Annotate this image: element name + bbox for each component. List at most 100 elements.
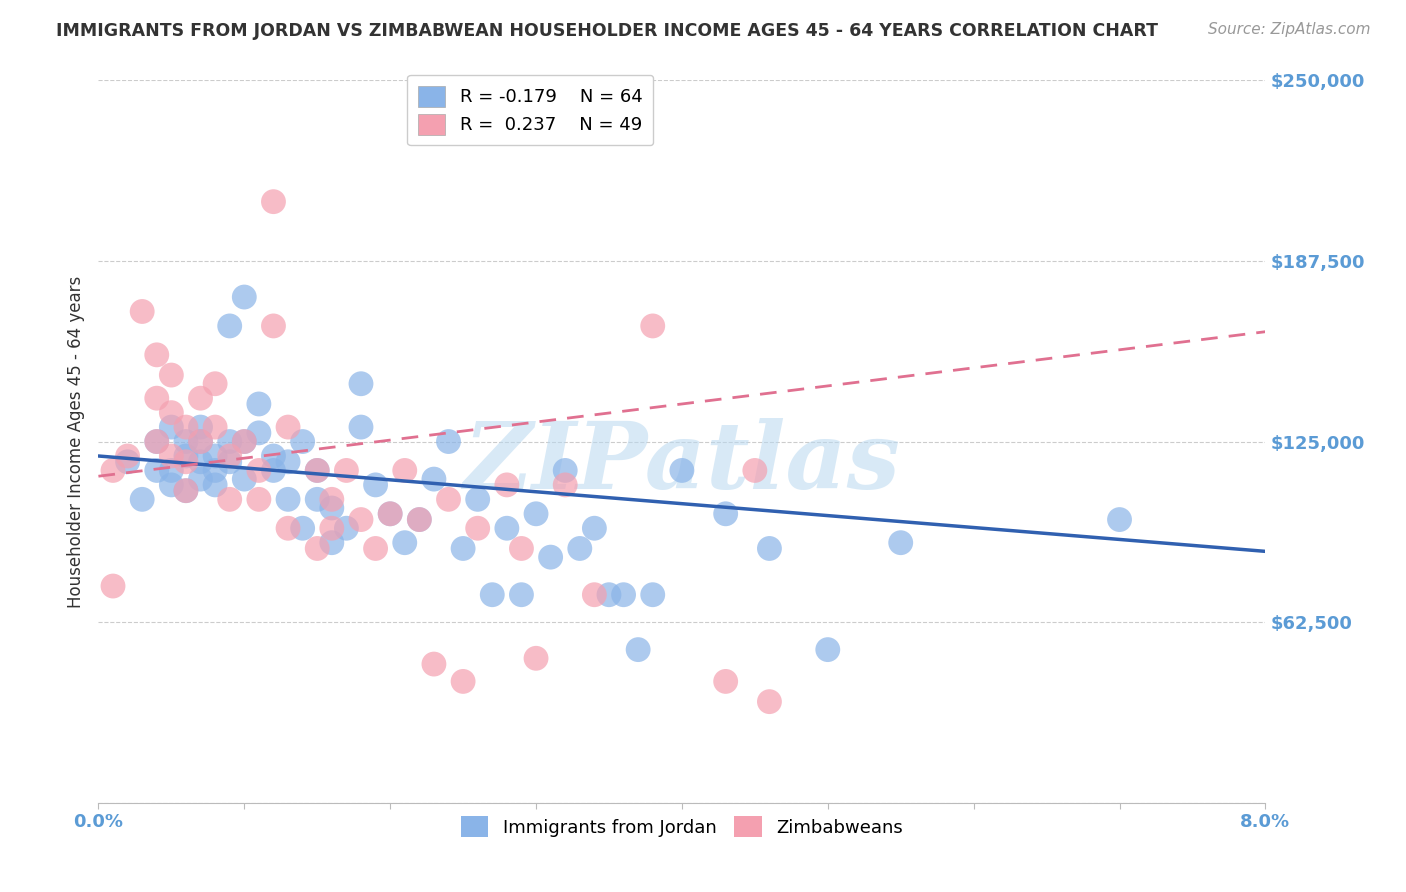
Point: [598, 588, 620, 602]
Point: [321, 492, 343, 507]
Point: [350, 420, 373, 434]
Point: [321, 501, 343, 516]
Point: [307, 492, 329, 507]
Point: [146, 348, 169, 362]
Point: [744, 463, 766, 477]
Point: [671, 463, 693, 477]
Point: [204, 449, 226, 463]
Point: [146, 391, 169, 405]
Point: [583, 521, 606, 535]
Point: [101, 463, 124, 477]
Point: [190, 472, 212, 486]
Point: [627, 642, 650, 657]
Text: IMMIGRANTS FROM JORDAN VS ZIMBABWEAN HOUSEHOLDER INCOME AGES 45 - 64 YEARS CORRE: IMMIGRANTS FROM JORDAN VS ZIMBABWEAN HOU…: [56, 22, 1159, 40]
Point: [277, 521, 299, 535]
Point: [218, 492, 240, 507]
Point: [364, 478, 387, 492]
Point: [481, 588, 503, 602]
Point: [423, 657, 446, 671]
Point: [247, 463, 270, 477]
Point: [117, 449, 139, 463]
Point: [817, 642, 839, 657]
Point: [262, 449, 284, 463]
Point: [641, 318, 664, 333]
Text: ZIPatlas: ZIPatlas: [464, 418, 900, 508]
Point: [233, 434, 256, 449]
Point: [321, 521, 343, 535]
Point: [160, 406, 183, 420]
Text: Source: ZipAtlas.com: Source: ZipAtlas.com: [1208, 22, 1371, 37]
Point: [174, 434, 197, 449]
Point: [204, 478, 226, 492]
Point: [307, 463, 329, 477]
Point: [262, 463, 284, 477]
Point: [146, 434, 169, 449]
Point: [510, 541, 533, 556]
Point: [758, 541, 780, 556]
Point: [247, 492, 270, 507]
Point: [364, 541, 387, 556]
Point: [101, 579, 124, 593]
Point: [467, 521, 489, 535]
Point: [612, 588, 634, 602]
Point: [277, 455, 299, 469]
Point: [307, 463, 329, 477]
Point: [583, 588, 606, 602]
Point: [380, 507, 402, 521]
Point: [262, 194, 284, 209]
Point: [335, 463, 357, 477]
Point: [524, 651, 547, 665]
Point: [1108, 512, 1130, 526]
Point: [174, 449, 197, 463]
Point: [204, 463, 226, 477]
Point: [160, 463, 183, 477]
Point: [291, 521, 314, 535]
Point: [146, 463, 169, 477]
Point: [335, 521, 357, 535]
Point: [641, 588, 664, 602]
Point: [190, 420, 212, 434]
Point: [350, 512, 373, 526]
Point: [496, 478, 519, 492]
Point: [291, 434, 314, 449]
Point: [408, 512, 430, 526]
Point: [146, 434, 169, 449]
Point: [218, 449, 240, 463]
Point: [437, 492, 460, 507]
Point: [758, 695, 780, 709]
Point: [510, 588, 533, 602]
Point: [131, 492, 153, 507]
Point: [174, 483, 197, 498]
Point: [437, 434, 460, 449]
Point: [554, 463, 576, 477]
Point: [394, 535, 416, 549]
Point: [190, 434, 212, 449]
Point: [160, 420, 183, 434]
Point: [190, 434, 212, 449]
Point: [233, 290, 256, 304]
Point: [307, 541, 329, 556]
Point: [321, 535, 343, 549]
Point: [554, 478, 576, 492]
Point: [160, 449, 183, 463]
Point: [160, 478, 183, 492]
Point: [451, 541, 474, 556]
Point: [117, 455, 139, 469]
Point: [262, 318, 284, 333]
Point: [247, 397, 270, 411]
Point: [451, 674, 474, 689]
Point: [218, 434, 240, 449]
Point: [174, 455, 197, 469]
Point: [174, 420, 197, 434]
Point: [467, 492, 489, 507]
Point: [218, 455, 240, 469]
Point: [190, 391, 212, 405]
Point: [204, 420, 226, 434]
Point: [524, 507, 547, 521]
Point: [890, 535, 912, 549]
Point: [380, 507, 402, 521]
Point: [233, 434, 256, 449]
Point: [714, 674, 737, 689]
Point: [540, 550, 562, 565]
Point: [423, 472, 446, 486]
